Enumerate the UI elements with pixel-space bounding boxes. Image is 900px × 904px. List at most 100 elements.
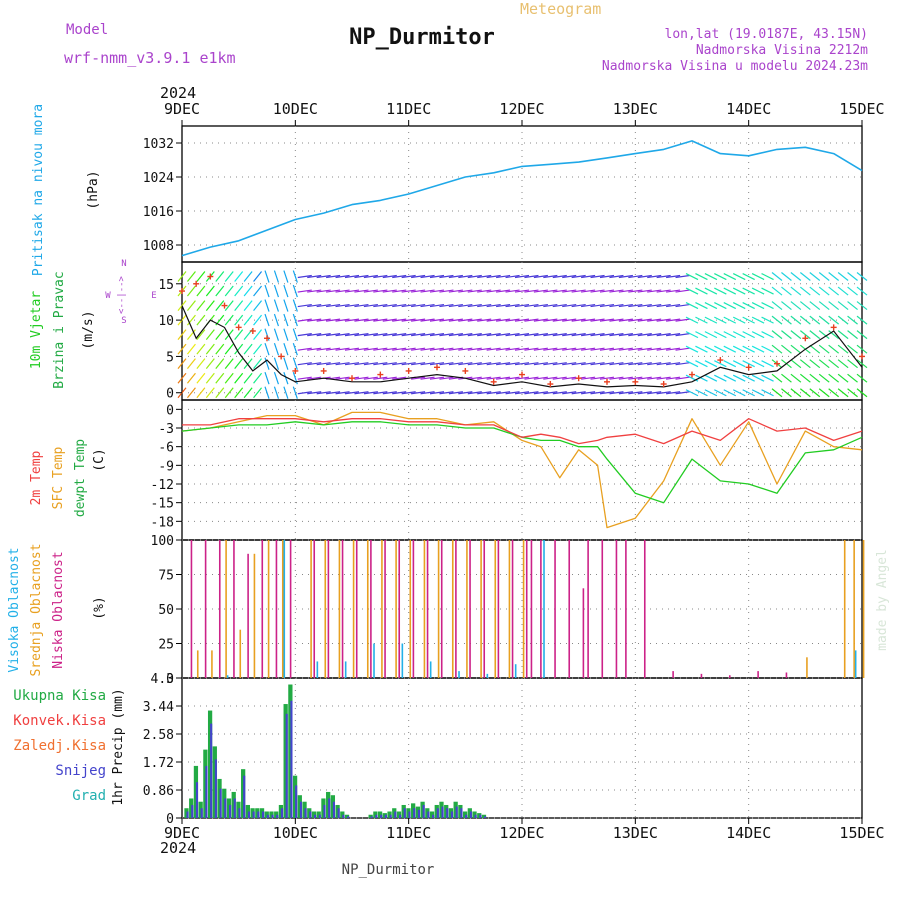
wind-arrow [326, 347, 341, 351]
wind-arrow [714, 272, 727, 281]
wind-arrow [609, 303, 624, 308]
wind-arrow [363, 362, 378, 366]
wind-arrow [781, 315, 792, 325]
x-tick-label-bottom: 13DEC [613, 824, 658, 842]
precip-snow-bar [483, 816, 487, 818]
wind-arrow [618, 289, 633, 293]
wind-arrow [429, 303, 445, 308]
wind-arrow [205, 300, 215, 311]
wind-arrow [224, 271, 234, 282]
precip-snow-bar [313, 814, 317, 818]
wind-arrow [439, 347, 454, 351]
wind-arrow [363, 347, 378, 351]
wind-arrow [656, 303, 671, 308]
wind-arrow [647, 362, 662, 366]
wind-arrow [373, 347, 388, 351]
wind-arrow [571, 347, 586, 351]
precip-total-bar [340, 811, 345, 818]
wind-arrow [486, 274, 501, 279]
wind-arrow [704, 316, 718, 324]
wind-arrow [458, 318, 473, 322]
precip-snow-bar [479, 814, 482, 818]
wind-arrow [420, 362, 435, 366]
wind-arrow [411, 376, 426, 380]
x-tick-label-top: 10DEC [273, 100, 318, 118]
y-tick-label-pressure: 1008 [143, 239, 174, 254]
wind-arrow [264, 357, 270, 370]
wind-arrow [637, 303, 652, 308]
wind-arrow [732, 360, 746, 368]
precip-snow-bar [413, 808, 416, 818]
wind-arrow [666, 274, 681, 279]
wind-arrow [243, 358, 253, 370]
cloud-high-side-label: Visoka Oblacnost [7, 547, 22, 672]
precip-total-bar [472, 811, 477, 818]
wind-arrow [524, 347, 539, 351]
wind-arrow [599, 391, 615, 395]
wind-arrow [505, 318, 520, 322]
wind-arrow [283, 342, 289, 356]
wind-arrow [571, 318, 586, 322]
wind-arrow [486, 318, 501, 322]
wind-arrow [732, 302, 746, 310]
wind-arrow [458, 333, 473, 337]
wind-arrow [243, 300, 253, 311]
sfc-temp-line [181, 411, 863, 529]
y-tick-label-temperature: -6 [158, 441, 174, 456]
wind-arrow [307, 376, 322, 380]
wind-arrow [618, 318, 633, 322]
wind-arrow [514, 391, 530, 395]
wind-arrow [253, 372, 263, 384]
precip-snow-bar [446, 808, 449, 818]
wind-arrow [411, 391, 426, 395]
precip-snow-bar [465, 814, 468, 818]
wind-arrow [761, 389, 774, 397]
wind-arrow [809, 286, 821, 296]
wind-arrow [177, 271, 187, 282]
wind-arrow [581, 303, 596, 308]
wind-arrow [609, 274, 624, 279]
wind-arrow [581, 274, 596, 279]
wind-arrow [373, 391, 388, 395]
wind-arrow [818, 286, 830, 296]
wind-arrow [514, 274, 530, 279]
wind-arrow [253, 387, 263, 399]
wind-arrow [761, 374, 774, 382]
wind-arrow [790, 388, 802, 398]
wind-arrow [781, 301, 792, 311]
wind-arrow [177, 300, 187, 311]
wind-arrow [514, 289, 530, 293]
precip-snow-bar [295, 785, 298, 818]
wind-arrow [533, 391, 548, 395]
wind-arrow [799, 373, 811, 383]
wind-arrow [790, 344, 802, 354]
wind-arrow [297, 274, 312, 279]
wind-arrow [637, 391, 652, 395]
wind-arrow [496, 274, 511, 279]
wind-arrow [618, 362, 633, 366]
wind-arrow [590, 303, 605, 308]
wind-arrow [283, 357, 289, 370]
wind-arrow [186, 285, 196, 297]
precip-snow-bar [337, 808, 340, 818]
wind-arrow [524, 391, 539, 395]
wind-arrow [618, 376, 633, 380]
wind-arrow [273, 328, 280, 341]
wind-arrow [524, 289, 539, 293]
wind-arrow [732, 331, 746, 339]
wind-arrow [599, 347, 615, 351]
precip-snow-bar [332, 801, 335, 818]
pressure-side-label: Pritisak na nivou mora [31, 104, 46, 276]
compass-e-label: E [151, 291, 156, 301]
wind-arrow [373, 289, 388, 293]
precip-snow-bar [186, 811, 189, 818]
wind-arrow [809, 315, 821, 325]
wind-arrow [326, 362, 341, 366]
wind-arrow [411, 362, 426, 366]
wind-arrow [505, 274, 520, 279]
wind-arrow [847, 330, 858, 340]
wind-arrow [382, 289, 397, 293]
legend-snow: Snijeg [55, 763, 106, 779]
wind-arrow [496, 362, 511, 366]
